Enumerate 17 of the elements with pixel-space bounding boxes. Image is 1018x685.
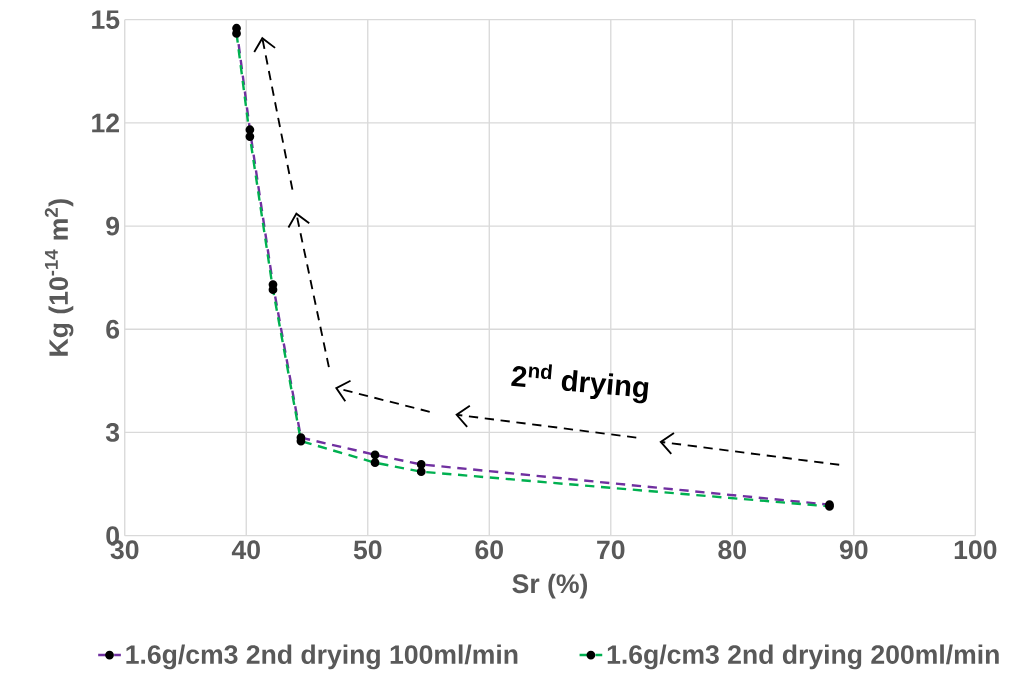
x-tick-label: 40 <box>231 540 260 560</box>
legend-label: 1.6g/cm3 2nd drying 200ml/min <box>607 644 999 670</box>
annotation: 2$^{nd}$ drying <box>511 364 649 404</box>
y-tick-label: 12 <box>92 113 119 133</box>
x-tick-label: 80 <box>718 540 746 560</box>
x-tick-label: 90 <box>839 540 868 560</box>
x-tick-label: 50 <box>353 540 382 560</box>
x-axis-title: Sr (%) <box>512 573 588 599</box>
y-tick-label: 15 <box>92 10 120 29</box>
x-tick-label: 60 <box>475 540 503 560</box>
legend-label: 1.6g/cm3 2nd drying 100ml/min <box>126 644 518 670</box>
y-tick-label: 3 <box>105 423 120 442</box>
x-tick-label: 70 <box>597 540 625 560</box>
y-axis-title: Kg (10$^{-14}$ m$^{2}$) <box>44 199 74 356</box>
x-tick-label: 100 <box>954 540 997 560</box>
y-tick-label: 6 <box>106 319 120 339</box>
y-tick-label: 9 <box>106 216 120 236</box>
